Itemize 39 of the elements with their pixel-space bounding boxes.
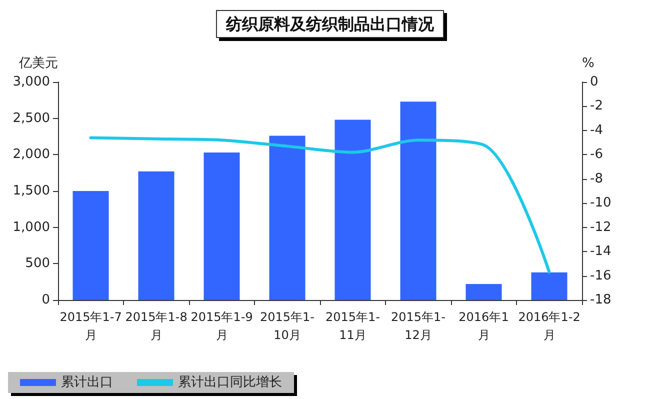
y2-tick-label: -14 — [590, 244, 612, 260]
y2-tick-label: -6 — [590, 147, 603, 162]
y-tick-label: 0 — [42, 292, 50, 308]
bar — [72, 191, 109, 300]
legend-label: 累计出口同比增长 — [178, 375, 282, 390]
y2-tick-label: -12 — [590, 220, 612, 235]
bar — [334, 120, 371, 300]
bar — [400, 102, 436, 300]
x-tick-label: 2016年1月 — [458, 310, 509, 342]
x-tick-label: 2015年1-7月 — [60, 310, 122, 342]
y-tick-label: 3,000 — [12, 74, 50, 90]
bar — [531, 272, 568, 300]
y-tick-label: 2,000 — [12, 147, 50, 162]
y-tick-label: 2,500 — [12, 110, 50, 126]
y2-tick-label: -10 — [590, 196, 612, 211]
x-tick-label: 2015年1-10月 — [260, 310, 315, 342]
y-tick-label: 1,500 — [12, 184, 50, 198]
y2-tick-label: -2 — [590, 98, 603, 114]
x-tick-label: 2015年1-11月 — [325, 310, 380, 342]
bar — [204, 152, 240, 300]
legend-label: 累计出口 — [61, 375, 113, 390]
x-tick-label: 2015年1-8月 — [125, 310, 188, 342]
y2-tick-label: -18 — [590, 292, 612, 308]
y2-tick-label: -16 — [590, 268, 612, 284]
bar — [138, 171, 174, 300]
x-tick-label: 2016年1-2月 — [518, 310, 580, 342]
x-tick-label: 2015年1-9月 — [190, 310, 253, 342]
y2-tick-label: 0 — [590, 74, 598, 90]
y-tick-label: 1,000 — [12, 220, 50, 235]
bar — [269, 136, 306, 300]
y2-axis-title: % — [582, 56, 594, 71]
line-series — [89, 136, 551, 274]
y-axis-title: 亿美元 — [18, 55, 58, 71]
bar — [466, 284, 502, 300]
y-tick-label: 500 — [25, 256, 50, 272]
chart-title: 纺织原料及纺织制品出口情况 — [225, 14, 435, 34]
y2-tick-label: -4 — [590, 122, 603, 138]
x-tick-label: 2015年1-12月 — [390, 310, 446, 342]
y2-tick-label: -8 — [590, 171, 603, 186]
